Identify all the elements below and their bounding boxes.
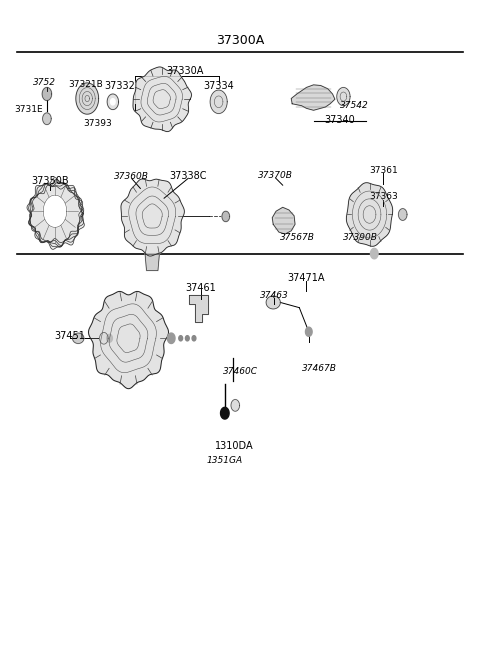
- Text: 37361: 37361: [369, 166, 397, 175]
- Polygon shape: [107, 334, 112, 342]
- Polygon shape: [305, 327, 312, 336]
- Polygon shape: [110, 99, 115, 105]
- Text: 37451: 37451: [55, 330, 85, 341]
- Text: 37330A: 37330A: [167, 66, 204, 76]
- Polygon shape: [43, 195, 67, 227]
- Polygon shape: [30, 185, 84, 249]
- Polygon shape: [266, 296, 280, 309]
- Polygon shape: [210, 90, 227, 114]
- Polygon shape: [272, 208, 295, 234]
- Text: 37460C: 37460C: [223, 367, 257, 376]
- Text: 37300A: 37300A: [216, 34, 264, 47]
- Polygon shape: [168, 333, 175, 344]
- Polygon shape: [42, 87, 52, 101]
- Polygon shape: [88, 292, 168, 389]
- Polygon shape: [185, 336, 189, 341]
- Text: 1351GA: 1351GA: [207, 456, 243, 465]
- Text: 37542: 37542: [339, 101, 368, 110]
- Polygon shape: [179, 336, 182, 341]
- Polygon shape: [398, 209, 407, 220]
- Text: 37467B: 37467B: [302, 365, 337, 373]
- Polygon shape: [220, 407, 229, 419]
- Text: 37461: 37461: [186, 283, 216, 293]
- Text: 37332: 37332: [105, 81, 135, 91]
- Text: 37334: 37334: [203, 81, 234, 91]
- Text: 37350B: 37350B: [31, 176, 69, 187]
- Text: 37363: 37363: [369, 193, 397, 202]
- Text: 37393: 37393: [84, 119, 112, 128]
- Polygon shape: [72, 333, 84, 344]
- Polygon shape: [43, 113, 51, 125]
- Text: 37567B: 37567B: [279, 233, 314, 242]
- Polygon shape: [189, 294, 208, 322]
- Text: 37360B: 37360B: [114, 171, 149, 181]
- Polygon shape: [222, 212, 229, 221]
- Text: 3731E: 3731E: [14, 105, 43, 114]
- Polygon shape: [371, 248, 378, 259]
- Polygon shape: [337, 87, 350, 106]
- Polygon shape: [29, 179, 84, 246]
- Text: 37390B: 37390B: [343, 233, 378, 242]
- Text: 37340: 37340: [324, 115, 355, 125]
- Text: 37338C: 37338C: [169, 171, 206, 181]
- Polygon shape: [107, 94, 119, 110]
- Polygon shape: [347, 183, 393, 246]
- Polygon shape: [99, 332, 108, 344]
- Text: 37321B: 37321B: [69, 80, 103, 89]
- Polygon shape: [29, 183, 84, 247]
- Text: 1310DA: 1310DA: [215, 441, 253, 451]
- Polygon shape: [145, 254, 159, 271]
- Text: 37463: 37463: [260, 291, 288, 300]
- Polygon shape: [192, 336, 196, 341]
- Polygon shape: [76, 83, 98, 114]
- Polygon shape: [29, 183, 84, 247]
- Polygon shape: [291, 85, 335, 110]
- Polygon shape: [121, 179, 184, 256]
- Polygon shape: [133, 67, 192, 131]
- Text: 37370B: 37370B: [258, 171, 293, 180]
- Text: 3752: 3752: [33, 78, 56, 87]
- Text: 37471A: 37471A: [288, 273, 325, 283]
- Polygon shape: [231, 399, 240, 411]
- Polygon shape: [27, 177, 83, 242]
